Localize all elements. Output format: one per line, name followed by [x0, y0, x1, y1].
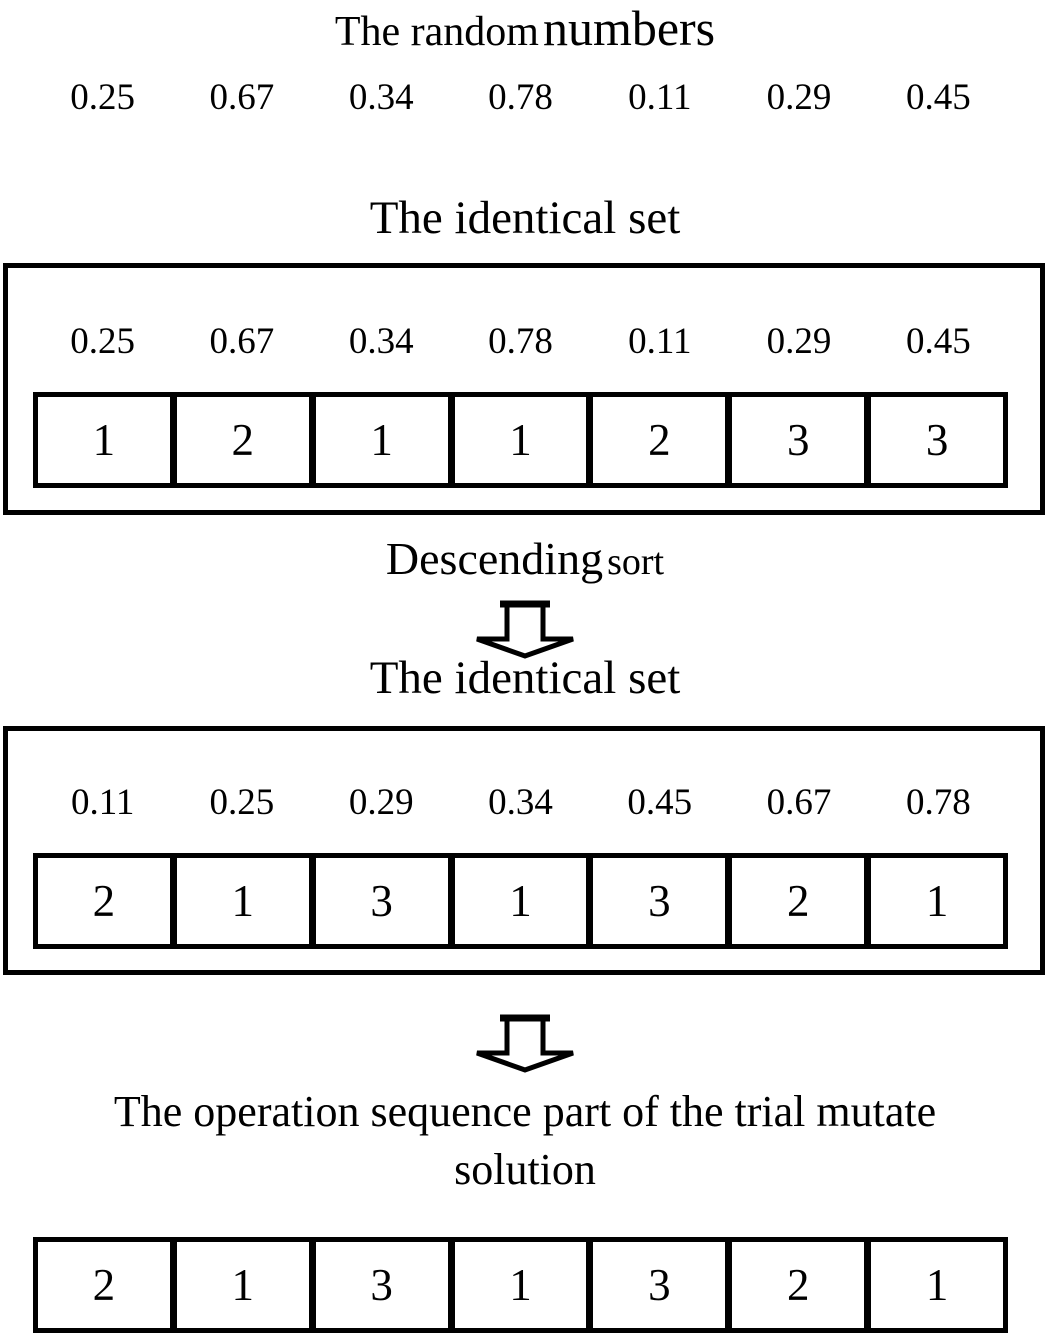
random-numbers-title: The random numbers	[0, 0, 1050, 71]
result-label-line2: solution	[454, 1145, 596, 1194]
identical-set-title-1: The identical set	[369, 192, 681, 244]
random-numbers-title-emphasis: numbers	[542, 0, 716, 56]
job-cell: 2	[727, 1237, 870, 1333]
job-cell: 3	[727, 392, 870, 488]
set2-number: 0.34	[488, 782, 553, 823]
job-cell: 1	[449, 392, 592, 488]
set1-number: 0.78	[488, 321, 553, 362]
random-number: 0.29	[766, 77, 832, 118]
set2-number: 0.45	[627, 782, 693, 823]
job-cell: 2	[171, 392, 314, 488]
random-number: 0.25	[70, 77, 136, 118]
set1-number: 0.11	[628, 321, 692, 362]
identical-set-title-2: The identical set	[369, 652, 681, 704]
job-cell: 2	[588, 392, 731, 488]
set1-number: 0.29	[766, 321, 832, 362]
random-numbers-title-prefix: The random	[334, 9, 539, 55]
job-cell: 3	[588, 853, 731, 949]
set2-number: 0.67	[766, 782, 832, 823]
job-cell: 2	[33, 1237, 175, 1333]
job-cell: 3	[866, 392, 1009, 488]
random-number: 0.34	[348, 77, 414, 118]
job-cell: 1	[171, 1237, 314, 1333]
random-number: 0.11	[628, 77, 692, 118]
result-jobs-row: 2 1 3 1 3 2 1	[33, 1237, 1009, 1333]
job-cell: 2	[33, 853, 175, 949]
random-number: 0.67	[209, 77, 275, 118]
set2-number: 0.78	[905, 782, 971, 823]
set2-numbers-row: 0.11 0.25 0.29 0.34 0.45 0.67 0.78	[33, 781, 1008, 825]
set2-number: 0.11	[70, 782, 135, 823]
job-cell: 1	[310, 392, 453, 488]
job-cell: 3	[588, 1237, 731, 1333]
set2-jobs-row: 2 1 3 1 3 2 1	[33, 853, 1009, 949]
job-cell: 3	[310, 853, 453, 949]
job-cell: 1	[33, 392, 175, 488]
descending-sort-label: Descending sort	[0, 530, 1050, 599]
descending-sort-label-main: Descending	[385, 533, 604, 584]
set1-number: 0.45	[905, 321, 971, 362]
job-cell: 3	[310, 1237, 453, 1333]
job-cell: 1	[171, 853, 314, 949]
random-number: 0.78	[488, 77, 553, 118]
job-cell: 1	[866, 853, 1009, 949]
result-label: The operation sequence part of the trial…	[0, 1083, 1050, 1199]
set1-jobs-row: 1 2 1 1 2 3 3	[33, 392, 1009, 488]
job-cell: 1	[449, 1237, 592, 1333]
job-cell: 2	[727, 853, 870, 949]
set2-number: 0.25	[209, 782, 275, 823]
set1-number: 0.67	[209, 321, 275, 362]
descending-sort-label-small: sort	[607, 541, 665, 583]
down-arrow-icon	[0, 599, 1050, 659]
random-numbers-row: 0.25 0.67 0.34 0.78 0.11 0.29 0.45	[33, 76, 1008, 120]
set1-number: 0.25	[70, 321, 136, 362]
down-arrow-icon	[0, 1013, 1050, 1073]
set1-number: 0.34	[348, 321, 414, 362]
identical-set-box-1: 0.25 0.67 0.34 0.78 0.11 0.29 0.45 1 2 1…	[3, 263, 1045, 515]
identical-set-box-2: 0.11 0.25 0.29 0.34 0.45 0.67 0.78 2 1 3…	[3, 726, 1045, 975]
set2-number: 0.29	[348, 782, 414, 823]
set1-numbers-row: 0.25 0.67 0.34 0.78 0.11 0.29 0.45	[33, 320, 1008, 364]
job-cell: 1	[866, 1237, 1009, 1333]
job-cell: 1	[449, 853, 592, 949]
result-label-line1: The operation sequence part of the trial…	[113, 1087, 937, 1136]
random-number: 0.45	[905, 77, 971, 118]
